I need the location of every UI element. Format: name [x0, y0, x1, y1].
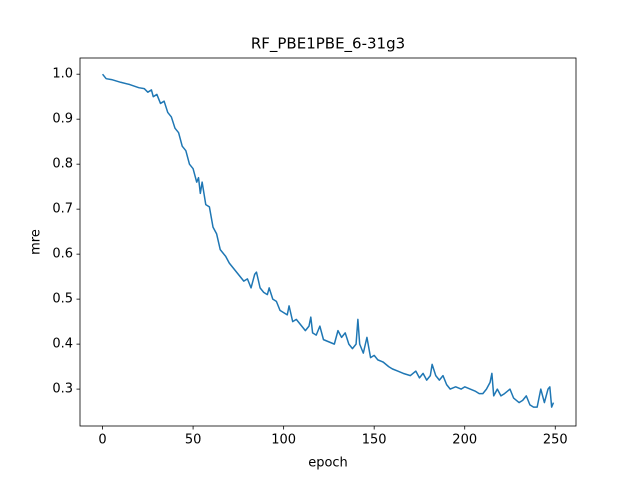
data-line [101, 73, 555, 408]
plot-frame [79, 57, 577, 427]
y-axis-label: mre [29, 229, 44, 255]
y-tick-label: 0.4 [52, 337, 73, 352]
y-tick-label: 0.9 [52, 112, 73, 127]
y-tick-label: 0.8 [52, 157, 73, 172]
x-tick-label: 100 [271, 433, 296, 448]
x-tick-label: 200 [452, 433, 477, 448]
y-tick-label: 0.7 [52, 202, 73, 217]
x-tick-label: 250 [543, 433, 568, 448]
y-tick-label: 1.0 [52, 67, 73, 82]
x-axis-label: epoch [308, 456, 348, 471]
x-tick-label: 0 [98, 433, 106, 448]
chart-title: RF_PBE1PBE_6-31g3 [251, 35, 405, 54]
y-tick-label: 0.3 [52, 382, 73, 397]
x-tick-label: 50 [185, 433, 202, 448]
y-tick-label: 0.5 [52, 292, 73, 307]
y-tick-label: 0.6 [52, 247, 73, 262]
x-tick-label: 150 [362, 433, 387, 448]
